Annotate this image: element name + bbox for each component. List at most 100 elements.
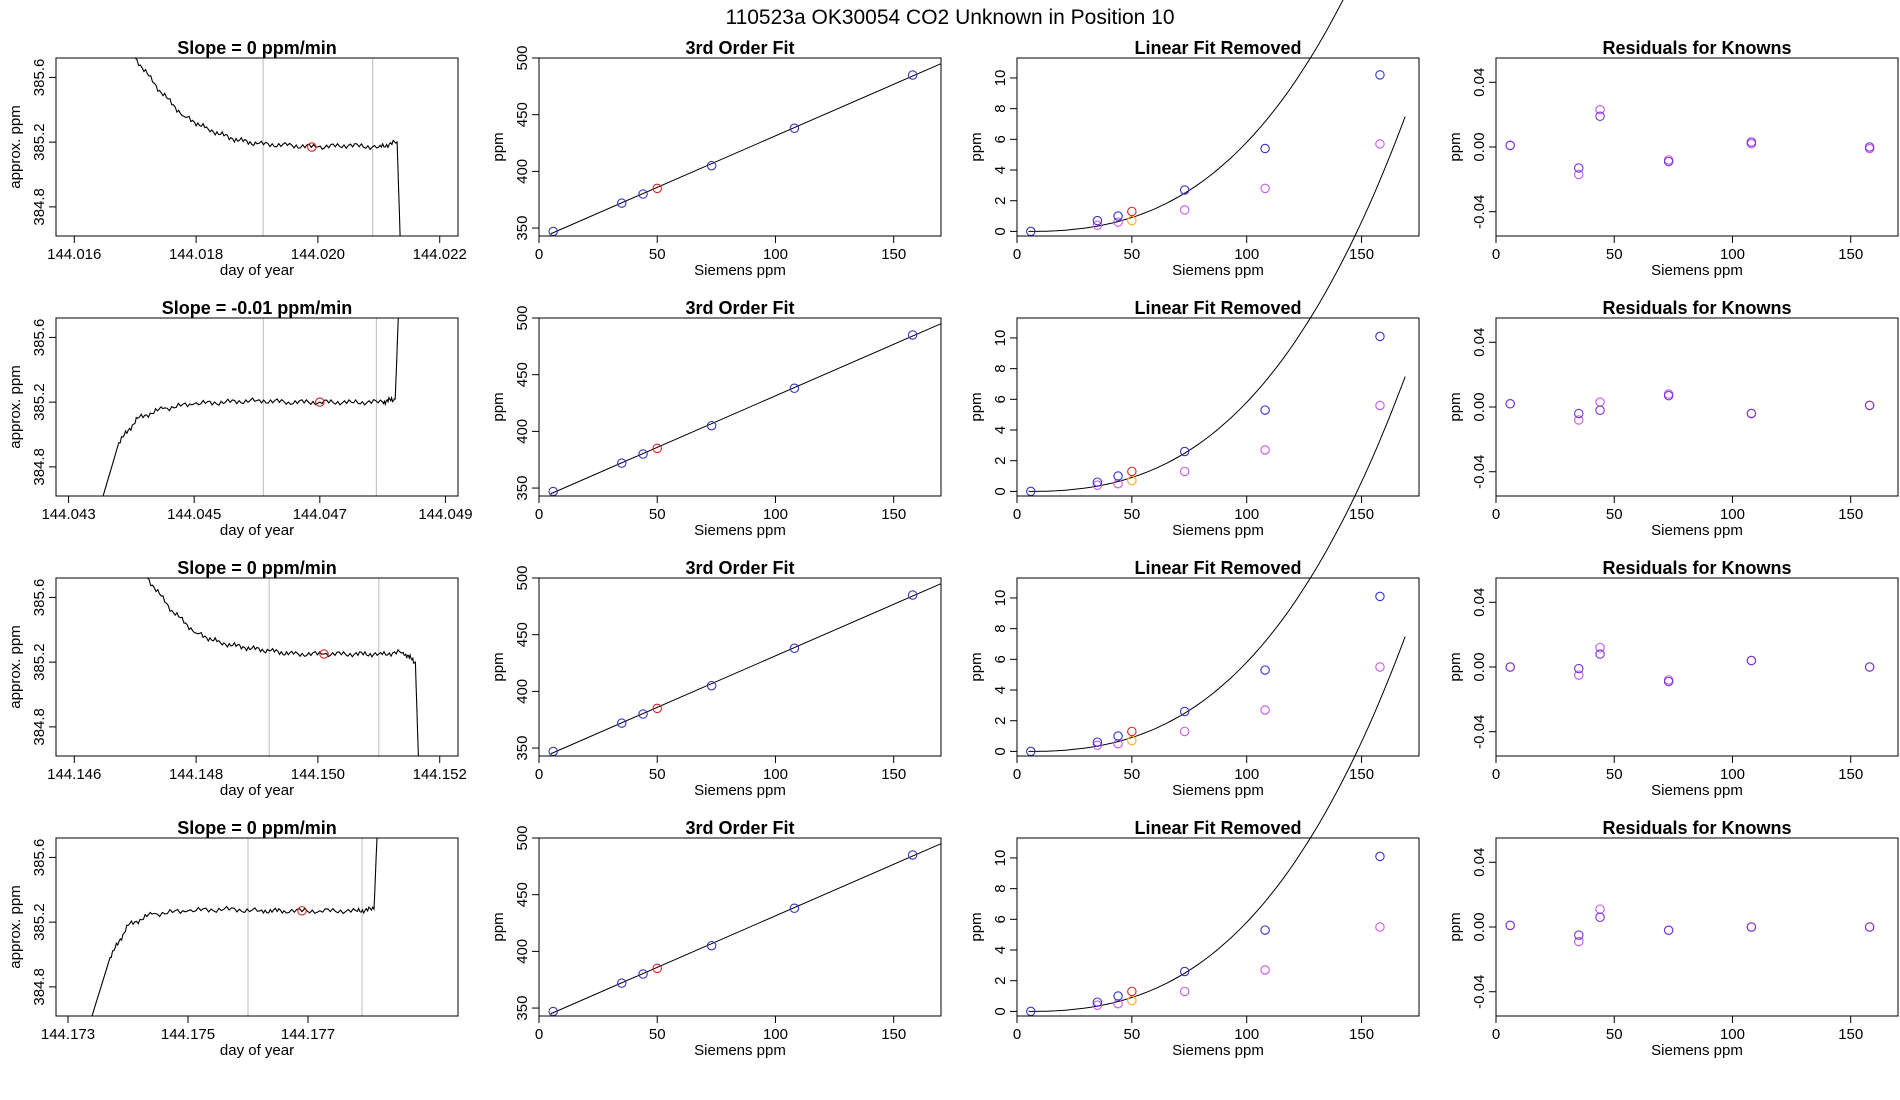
linfit-xtick-label: 50 <box>1124 766 1141 783</box>
residual-point-alt <box>1595 642 1605 653</box>
residual-point <box>1595 912 1605 923</box>
fit-panel-1: 3rd Order Fit 0 50 100 150 350 400 450 500 Siemen… <box>490 38 942 279</box>
linear-residual-point <box>1179 466 1190 477</box>
fit-xtick-label: 150 <box>881 1026 906 1043</box>
trace-panel-4: Slope = 0 ppm/min 144.173 144.175 144.177 38… <box>7 818 459 1059</box>
fit-ytick-label: 400 <box>514 679 531 704</box>
trace-plot-box <box>55 57 459 237</box>
linfit-plot-box <box>1016 317 1420 497</box>
known-standard-point <box>617 198 627 208</box>
linear-residual-point <box>1375 400 1385 411</box>
resid-plot-box <box>1495 837 1899 1017</box>
trace-panel-3: Slope = 0 ppm/min 144.146 144.148 144.150 14… <box>7 558 467 799</box>
trace-ytick-label: 385.2 <box>31 383 48 421</box>
residual-point <box>1505 140 1515 151</box>
linfit-panel-2: Linear Fit Removed 0 50 100 150 0 2 4 6 8 10 Siemen… <box>968 116 1420 539</box>
fit-xtick-label: 50 <box>649 246 666 263</box>
linfit-ytick-label: 2 <box>992 197 1009 205</box>
known-standard-point <box>1113 471 1123 481</box>
residual-point <box>1505 920 1515 931</box>
known-standard-point <box>617 458 627 468</box>
trace-xtick-label: 144.018 <box>169 246 223 263</box>
trace-xtick-label: 144.020 <box>291 246 345 263</box>
known-standard-point <box>706 940 717 951</box>
resid-ylabel: ppm <box>1447 132 1464 161</box>
residual-point-alt <box>1574 415 1584 425</box>
linfit-ytick-label: 4 <box>992 166 1009 174</box>
linfit-ytick-label: 4 <box>992 426 1009 434</box>
linear-residual-point <box>1179 205 1190 215</box>
residual-point-alt <box>1595 904 1605 914</box>
resid-panel-3: Residuals for Knowns 0 50 100 150 -0.04 0.00 0.… <box>1447 558 1899 799</box>
linfit-ytick-label: 0 <box>992 747 1009 755</box>
residual-point <box>1864 662 1875 672</box>
linfit-ytick-label: 6 <box>992 395 1009 403</box>
curve-line <box>1028 376 1406 752</box>
known-standard-point <box>706 420 717 431</box>
linfit-ytick-label: 6 <box>992 135 1009 143</box>
known-standard-point <box>907 590 918 600</box>
resid-plot-box <box>1495 577 1899 757</box>
known-standard-point <box>1375 70 1385 80</box>
known-standard-point <box>1092 737 1103 747</box>
residual-point <box>1574 408 1584 419</box>
residual-point-alt <box>1595 397 1605 407</box>
resid-xtick-label: 100 <box>1720 246 1745 263</box>
fit-ytick-label: 500 <box>514 305 531 330</box>
trace-xtick-label: 144.175 <box>161 1026 215 1043</box>
linfit-ytick-label: 8 <box>992 884 1009 892</box>
linfit-ytick-label: 4 <box>992 686 1009 694</box>
trace-ylabel: approx. ppm <box>7 105 24 188</box>
linfit-ylabel: ppm <box>968 912 985 941</box>
trace-xtick-label: 144.146 <box>47 766 101 783</box>
fit-xtick-label: 100 <box>763 246 788 263</box>
fit-xtick-label: 150 <box>881 246 906 263</box>
resid-xtick-label: 0 <box>1492 246 1500 263</box>
unknown-linear-point <box>1127 215 1137 226</box>
trace-line <box>147 578 419 756</box>
known-standard-point <box>1260 143 1270 154</box>
residual-point <box>1864 142 1875 152</box>
figure-title: 110523a OK30054 CO2 Unknown in Position … <box>725 6 1174 29</box>
trace-ytick-label: 384.8 <box>31 968 48 1006</box>
unknown-sample-point <box>652 963 662 974</box>
fit-ylabel: ppm <box>490 132 507 161</box>
trace-xtick-label: 144.016 <box>47 246 101 263</box>
known-standard-point <box>1092 997 1103 1007</box>
fit-xtick-label: 0 <box>535 1026 543 1043</box>
linfit-ytick-label: 4 <box>992 946 1009 954</box>
trace-xlabel: day of year <box>220 1042 294 1059</box>
mean-marker-point <box>315 397 325 407</box>
resid-title: Residuals for Knowns <box>1602 818 1791 838</box>
known-standard-point <box>1113 211 1123 221</box>
known-standard-point <box>638 709 648 719</box>
fit-line <box>550 843 942 1015</box>
fit-title: 3rd Order Fit <box>685 558 794 578</box>
residual-point <box>1746 655 1757 666</box>
linfit-ytick-label: 0 <box>992 487 1009 495</box>
trace-title: Slope = 0 ppm/min <box>177 818 337 838</box>
linfit-panel-4: Linear Fit Removed 0 50 100 150 0 2 4 6 8 10 Siemen… <box>968 636 1420 1059</box>
resid-xtick-label: 100 <box>1720 766 1745 783</box>
known-standard-point <box>907 330 918 340</box>
linear-residual-point <box>1260 183 1270 194</box>
linfit-title: Linear Fit Removed <box>1134 818 1301 838</box>
resid-ytick-label: 0.04 <box>1471 848 1488 877</box>
known-standard-point <box>617 718 627 728</box>
residual-point <box>1595 649 1605 659</box>
residual-point-alt <box>1595 105 1605 115</box>
fit-panel-4: 3rd Order Fit 0 50 100 150 350 400 450 500 Siemen… <box>490 818 942 1059</box>
trace-xlabel: day of year <box>220 522 294 539</box>
linear-residual-point <box>1260 965 1270 975</box>
residual-point <box>1746 408 1757 419</box>
unknown-sample-point <box>652 703 662 714</box>
linear-residual-point <box>1375 662 1385 672</box>
resid-ytick-label: 0.00 <box>1471 652 1488 681</box>
known-standard-point <box>789 123 800 134</box>
unknown-sample-point <box>1127 206 1137 217</box>
linfit-title: Linear Fit Removed <box>1134 298 1301 318</box>
known-standard-point <box>907 850 918 860</box>
resid-xtick-label: 150 <box>1838 1026 1863 1043</box>
linfit-xlabel: Siemens ppm <box>1172 522 1264 539</box>
resid-xtick-label: 150 <box>1838 246 1863 263</box>
